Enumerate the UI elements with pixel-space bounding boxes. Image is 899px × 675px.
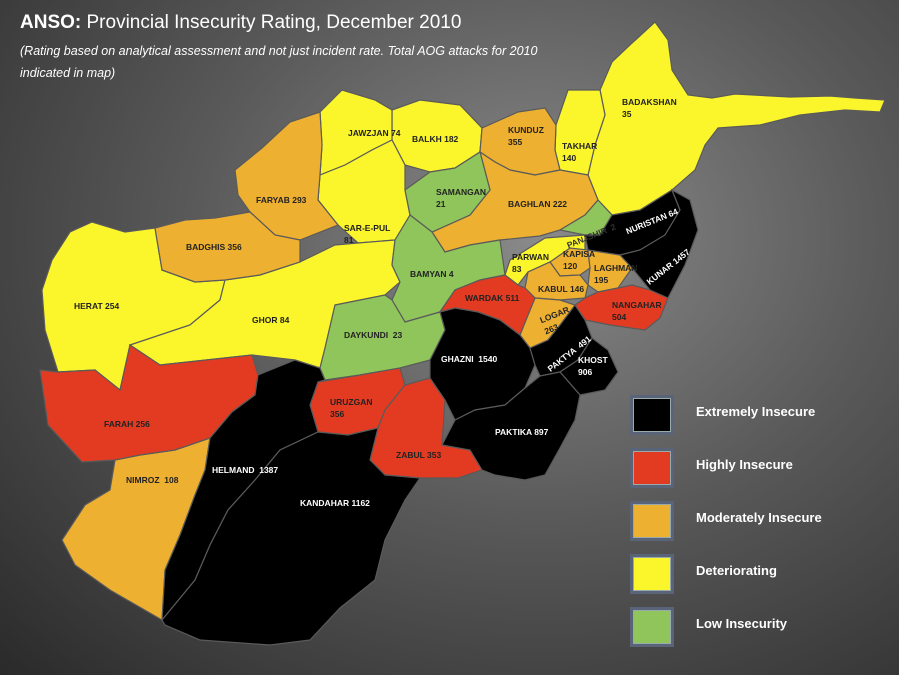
label-laghman: LAGHMAN 195 [594,263,638,285]
label-kunduz: KUNDUZ 355 [508,125,544,147]
province-kunar [618,188,699,299]
label-nimroz: NIMROZ 108 [126,475,179,485]
label-bamyan: BAMYAN 4 [410,269,454,279]
label-ghor: GHOR 84 [252,315,290,325]
label-kapisa: KAPISA 120 [563,249,596,271]
title-rest: Provincial Insecurity Rating, December 2… [81,12,462,33]
legend-label: Deteriorating [696,563,777,578]
legend-swatch [630,395,674,435]
label-paktika: PAKTIKA 897 [495,427,549,437]
label-kabul: KABUL 146 [538,284,585,294]
label-sarepul: SAR-E-PUL 81 [344,223,391,245]
label-zabul: ZABUL 353 [396,450,442,460]
label-khost: KHOST 906 [578,355,608,377]
label-herat: HERAT 254 [74,301,120,311]
label-ghazni: GHAZNI 1540 [441,354,498,364]
legend-label: Moderately Insecure [696,510,822,525]
province-kandahar [161,427,422,646]
label-nangahar: NANGAHAR 504 [612,300,662,322]
title-bold: ANSO: [20,12,82,33]
legend-label: Highly Insecure [696,457,793,472]
legend-swatch [630,607,674,647]
legend-item-moderately: Moderately Insecure [630,501,890,541]
label-jawzjan: JAWZJAN 74 [348,128,401,138]
legend-item-extremely: Extremely Insecure [630,395,890,435]
label-takhar: TAKHAR 140 [562,141,598,163]
map-subtitle: (Rating based on analytical assessment a… [20,44,538,80]
legend-item-deteriorating: Deteriorating [630,554,890,594]
label-daykundi: DAYKUNDI 23 [344,330,403,340]
province-khost [559,337,619,396]
legend-swatch [630,554,674,594]
label-helmand: HELMAND 1387 [212,465,279,475]
label-badakshan: BADAKSHAN 35 [622,97,677,119]
legend-label: Extremely Insecure [696,404,816,419]
label-faryab: FARYAB 293 [256,195,307,205]
label-wardak: WARDAK 511 [465,293,520,303]
label-uruzgan: URUZGAN 356 [330,397,373,419]
label-baghlan: BAGHLAN 222 [508,199,568,209]
legend-item-low: Low Insecurity [630,607,890,647]
label-farah: FARAH 256 [104,419,150,429]
label-balkh: BALKH 182 [412,134,459,144]
province-paktika [441,371,581,481]
label-badghis: BADGHIS 356 [186,242,242,252]
label-samangan: SAMANGAN 21 [436,187,487,209]
legend-swatch [630,448,674,488]
province-badghis [154,211,301,283]
label-parwan: PARWAN 83 [512,252,549,274]
legend-label: Low Insecurity [696,616,788,631]
province-samangan [404,151,491,233]
legend-item-highly: Highly Insecure [630,448,890,488]
legend-swatch [630,501,674,541]
map-title: ANSO: Provincial Insecurity Rating, Dece… [20,12,461,34]
label-kandahar: KANDAHAR 1162 [300,498,370,508]
